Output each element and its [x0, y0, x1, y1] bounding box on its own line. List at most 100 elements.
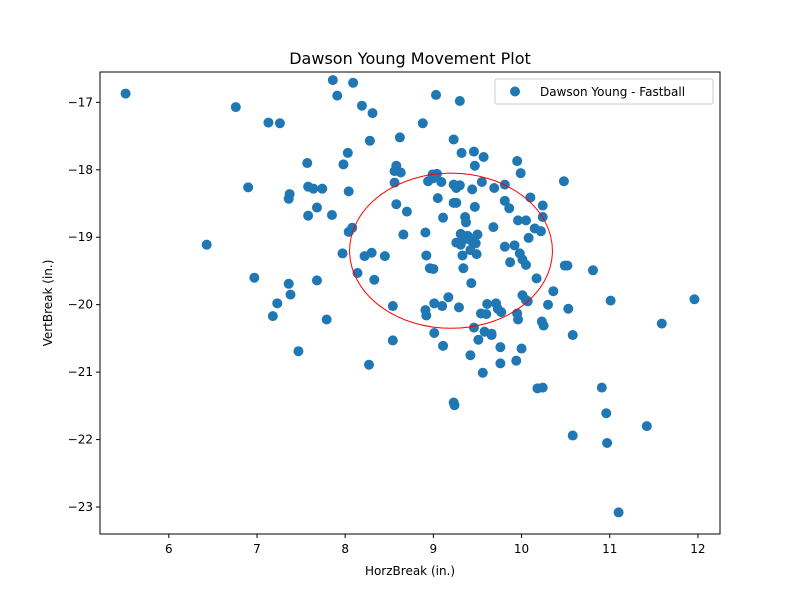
- scatter-point: [120, 88, 131, 99]
- points-layer: [120, 75, 700, 518]
- y-tick-label: −22: [68, 433, 93, 447]
- x-tick-label: 9: [430, 542, 438, 556]
- x-tick-label: 6: [165, 542, 173, 556]
- scatter-point: [201, 239, 212, 250]
- scatter-point: [495, 358, 506, 369]
- scatter-point: [513, 314, 524, 325]
- scatter-point: [417, 118, 428, 129]
- scatter-point: [311, 202, 322, 213]
- scatter-point: [451, 197, 462, 208]
- scatter-point: [513, 215, 524, 226]
- scatter-point: [511, 355, 522, 366]
- scatter-point: [476, 176, 487, 187]
- scatter-point: [311, 275, 322, 286]
- y-tick-label: −17: [68, 95, 93, 109]
- scatter-point: [427, 173, 438, 184]
- scatter-point: [468, 146, 479, 157]
- scatter-point: [495, 342, 506, 353]
- scatter-point: [567, 430, 578, 441]
- x-tick-label: 12: [690, 542, 705, 556]
- scatter-point: [656, 318, 667, 329]
- x-axis-ticks: 6 7 8 9 10 11 12: [165, 534, 706, 556]
- scatter-point: [342, 147, 353, 158]
- scatter-point: [453, 302, 464, 313]
- scatter-point: [469, 160, 480, 171]
- scatter-point: [512, 156, 523, 167]
- scatter-point: [613, 507, 624, 518]
- scatter-point: [429, 328, 440, 339]
- scatter-point: [467, 184, 478, 195]
- scatter-point: [449, 400, 460, 411]
- scatter-point: [456, 147, 467, 158]
- scatter-point: [387, 301, 398, 312]
- scatter-point: [436, 176, 447, 187]
- scatter-point: [293, 346, 304, 357]
- y-axis-ticks: −17 −18 −19 −20 −21 −22 −23: [68, 95, 100, 514]
- scatter-point: [538, 320, 549, 331]
- scatter-point: [477, 367, 488, 378]
- scatter-point: [364, 135, 375, 146]
- scatter-point: [535, 226, 546, 237]
- y-tick-label: −23: [68, 500, 93, 514]
- scatter-point: [348, 77, 359, 88]
- scatter-point: [249, 272, 260, 283]
- scatter-point: [387, 335, 398, 346]
- x-axis-label: HorzBreak (in.): [365, 564, 455, 578]
- y-tick-label: −20: [68, 298, 93, 312]
- scatter-point: [520, 259, 531, 270]
- scatter-point: [588, 265, 598, 276]
- scatter-point: [401, 206, 412, 217]
- scatter-point: [504, 203, 515, 214]
- scatter-point: [537, 200, 548, 211]
- scatter-point: [283, 193, 294, 204]
- scatter-point: [562, 260, 573, 271]
- scatter-point: [369, 274, 380, 285]
- scatter-point: [366, 247, 377, 258]
- y-tick-label: −19: [68, 230, 93, 244]
- legend-marker: [510, 86, 520, 97]
- scatter-point: [488, 222, 499, 233]
- scatter-point: [398, 229, 409, 240]
- scatter-point: [457, 250, 468, 261]
- scatter-point: [356, 100, 367, 111]
- scatter-point: [543, 299, 554, 310]
- scatter-point: [523, 232, 534, 243]
- scatter-point: [458, 263, 469, 274]
- scatter-point: [389, 166, 400, 177]
- scatter-point: [431, 89, 442, 100]
- scatter-point: [469, 201, 480, 212]
- scatter-point: [391, 199, 402, 210]
- scatter-point: [465, 350, 476, 361]
- scatter-point: [602, 437, 613, 448]
- legend-box: [494, 78, 714, 105]
- scatter-point: [432, 193, 443, 204]
- scatter-point: [394, 132, 405, 143]
- scatter-point: [516, 343, 527, 354]
- scatter-point: [337, 248, 348, 259]
- scatter-point: [548, 286, 559, 297]
- scatter-point: [482, 299, 493, 310]
- scatter-point: [303, 210, 314, 221]
- red-ellipse: [349, 172, 553, 329]
- y-tick-label: −18: [68, 163, 93, 177]
- scatter-point: [420, 227, 431, 238]
- scatter-point: [537, 382, 548, 393]
- scatter-point: [283, 278, 294, 289]
- scatter-point: [689, 294, 700, 305]
- scatter-point: [596, 382, 607, 393]
- legend-label: Dawson Young - Fastball: [540, 85, 685, 99]
- scatter-point: [443, 292, 454, 303]
- scatter-point: [455, 239, 466, 250]
- scatter-point: [308, 183, 319, 194]
- scatter-point: [470, 238, 481, 249]
- scatter-point: [302, 158, 313, 169]
- scatter-point: [428, 263, 439, 274]
- scatter-point: [363, 359, 374, 370]
- y-tick-label: −21: [68, 365, 93, 379]
- scatter-point: [429, 298, 440, 309]
- scatter-point: [515, 168, 526, 179]
- scatter-point: [448, 134, 459, 145]
- x-tick-label: 8: [341, 542, 349, 556]
- x-tick-label: 11: [602, 542, 617, 556]
